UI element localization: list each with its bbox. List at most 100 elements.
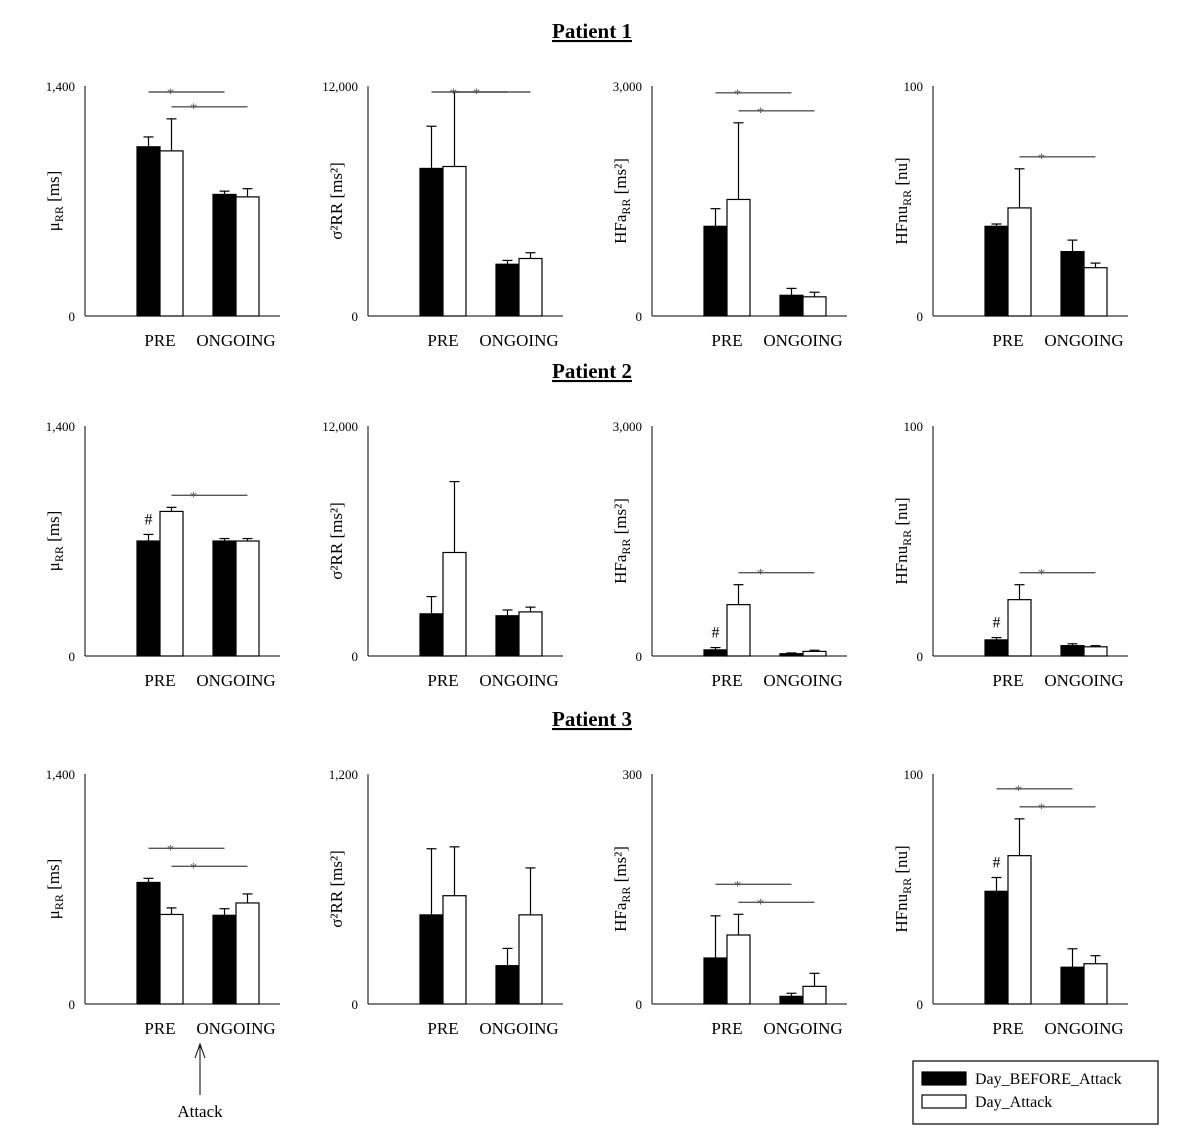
- chart-panel: 0 1,400 μRR [ms] PRE ONGOING * #: [44, 419, 280, 690]
- y-tick-label: 0: [352, 309, 359, 324]
- hash-marker: #: [145, 511, 153, 528]
- chart-panel: 0 12,000 σ²RR [ms²] PRE ONGOING * *: [322, 79, 563, 350]
- y-label-unit: [ms²]: [611, 158, 630, 199]
- y-tick-label: 0: [69, 309, 76, 324]
- y-tick-label: 0: [636, 649, 643, 664]
- y-axis-label: HFaRR [ms²]: [611, 498, 633, 584]
- y-label-main: σ²RR: [327, 890, 346, 928]
- patient-title: Patient 3: [552, 707, 632, 731]
- chart-panel: 0 1,200 σ²RR [ms²] PRE ONGOING: [327, 767, 563, 1038]
- hash-marker: #: [993, 855, 1001, 872]
- bar: [703, 225, 728, 317]
- category-label: PRE: [427, 671, 458, 690]
- y-tick-label: 0: [917, 997, 924, 1012]
- category-label: PRE: [711, 331, 742, 350]
- attack-arrow-head: [194, 1042, 206, 1059]
- bar: [442, 165, 467, 317]
- y-label-unit: [nu]: [892, 497, 911, 530]
- bar: [984, 890, 1009, 1005]
- bar: [703, 957, 728, 1005]
- bar: [984, 225, 1009, 317]
- category-label: PRE: [427, 331, 458, 350]
- bar: [442, 895, 467, 1005]
- y-label-unit: [ms]: [44, 859, 63, 894]
- bar: [159, 913, 184, 1005]
- chart-panel: 0 300 HFaRR [ms²] PRE ONGOING * *: [611, 767, 847, 1038]
- y-label-main: μ: [44, 222, 63, 231]
- category-label: ONGOING: [479, 331, 558, 350]
- bar: [1007, 599, 1032, 657]
- category-label: PRE: [992, 671, 1023, 690]
- y-axis-label: σ²RR [ms²]: [327, 162, 346, 239]
- y-label-main: μ: [44, 562, 63, 571]
- y-label-sub: RR: [619, 199, 633, 215]
- significance-star: *: [734, 87, 742, 103]
- y-tick-label: 0: [636, 309, 643, 324]
- y-label-main: σ²RR: [327, 202, 346, 240]
- y-tick-label: 1,400: [46, 419, 75, 434]
- category-label: ONGOING: [196, 1019, 275, 1038]
- y-axis-label: μRR [ms]: [44, 859, 66, 920]
- bar: [779, 653, 804, 657]
- significance-star: *: [1038, 151, 1046, 167]
- y-axis-label: HFaRR [ms²]: [611, 846, 633, 932]
- category-label: ONGOING: [1044, 671, 1123, 690]
- y-tick-label: 0: [917, 309, 924, 324]
- y-tick-label: 300: [623, 767, 643, 782]
- hash-marker: #: [993, 615, 1001, 632]
- y-tick-label: 0: [917, 649, 924, 664]
- significance-star: *: [450, 86, 458, 102]
- y-axis-label: HFaRR [ms²]: [611, 158, 633, 244]
- y-label-main: HFnu: [892, 205, 911, 244]
- legend-label: Day_BEFORE_Attack: [975, 1071, 1122, 1088]
- significance-star: *: [757, 567, 765, 583]
- y-tick-label: 0: [69, 649, 76, 664]
- chart-panel: 0 100 HFnuRR [nu] PRE ONGOING * #: [892, 419, 1128, 690]
- legend-box: [912, 1060, 1159, 1125]
- y-axis-label: σ²RR [ms²]: [327, 850, 346, 927]
- bar: [1083, 963, 1108, 1005]
- bar: [159, 150, 184, 317]
- category-label: ONGOING: [1044, 331, 1123, 350]
- bar: [419, 167, 444, 317]
- patient-title: Patient 1: [552, 19, 632, 43]
- y-label-sub: RR: [900, 530, 914, 546]
- category-label: PRE: [144, 671, 175, 690]
- bar: [159, 510, 184, 657]
- significance-star: *: [190, 860, 198, 876]
- bar: [235, 196, 260, 317]
- legend: Day_BEFORE_Attack Day_Attack: [912, 1060, 1159, 1125]
- y-tick-label: 3,000: [613, 79, 642, 94]
- y-label-sub: RR: [619, 887, 633, 903]
- bar: [726, 604, 751, 657]
- chart-panel: 0 1,400 μRR [ms] PRE ONGOING * *: [44, 767, 280, 1038]
- bar: [1060, 645, 1085, 657]
- y-label-unit: [nu]: [892, 157, 911, 190]
- bar: [1060, 251, 1085, 317]
- bar: [984, 639, 1009, 657]
- chart-panel: 0 100 HFnuRR [nu] PRE ONGOING * * #: [892, 767, 1128, 1038]
- chart-panel: 0 3,000 HFaRR [ms²] PRE ONGOING * *: [611, 79, 847, 350]
- significance-star: *: [190, 101, 198, 117]
- chart-panel: 0 3,000 HFaRR [ms²] PRE ONGOING * #: [611, 419, 847, 690]
- category-label: ONGOING: [763, 671, 842, 690]
- bar: [1083, 267, 1108, 317]
- y-label-sub: RR: [900, 190, 914, 206]
- chart-panel: 0 100 HFnuRR [nu] PRE ONGOING *: [892, 79, 1128, 350]
- y-label-main: μ: [44, 910, 63, 919]
- y-axis-label: μRR [ms]: [44, 511, 66, 572]
- bar: [212, 540, 237, 657]
- significance-star: *: [190, 489, 198, 505]
- bar: [726, 934, 751, 1005]
- y-axis-label: σ²RR [ms²]: [327, 502, 346, 579]
- y-tick-label: 12,000: [322, 419, 358, 434]
- legend-label: Day_Attack: [975, 1094, 1052, 1111]
- y-label-main: HFa: [611, 554, 630, 584]
- legend-swatch: [921, 1094, 967, 1109]
- chart-panel: 0 1,400 μRR [ms] PRE ONGOING * *: [44, 79, 280, 350]
- y-axis-label: HFnuRR [nu]: [892, 845, 914, 932]
- category-label: PRE: [427, 1019, 458, 1038]
- bar: [136, 146, 161, 317]
- significance-star: *: [757, 896, 765, 912]
